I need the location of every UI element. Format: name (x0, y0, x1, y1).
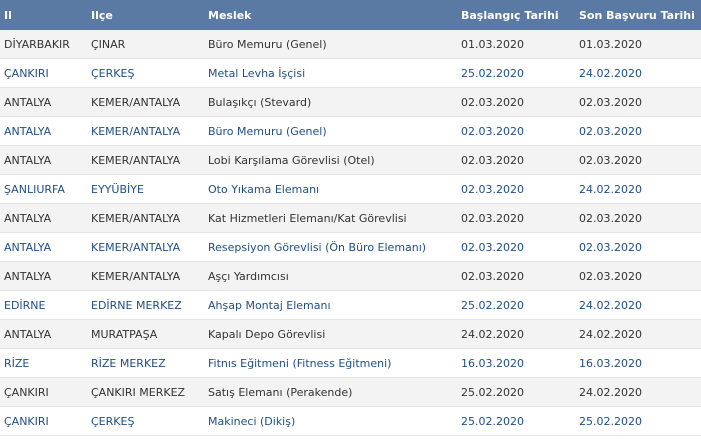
cell: Kapalı Depo Görevlisi (204, 319, 457, 349)
cell: RİZE MERKEZ (87, 348, 204, 378)
job-row[interactable]: ÇANKIRI ÇERKEŞ Metal Levha İşçisi 25.02.202… (0, 58, 701, 88)
cell: 25.02.2020 (575, 406, 701, 436)
cell: Satış Elemanı (Perakende) (204, 377, 457, 407)
job-row[interactable]: ANTALYA MURATPAŞA Kapalı Depo Görevlisi 24.… (0, 319, 701, 349)
cell: 16.03.2020 (575, 348, 701, 378)
cell: 02.03.2020 (457, 261, 575, 291)
cell: ÇANKIRI (0, 377, 87, 407)
job-row[interactable]: ANTALYA KEMER/ANTALYA Aşçı Yardımcısı 02.03… (0, 261, 701, 291)
job-row[interactable]: ÇANKIRI ÇANKIRI MERKEZ Satış Elemanı (Pera… (0, 377, 701, 407)
cell: ANTALYA (0, 116, 87, 146)
job-row[interactable]: EDİRNE EDİRNE MERKEZ Ahşap Montaj Elemanı 2… (0, 290, 701, 320)
job-row[interactable]: ANTALYA KEMER/ANTALYA Kat Hizmetleri Elema… (0, 203, 701, 233)
cell: ANTALYA (0, 232, 87, 262)
cell: ANTALYA (0, 261, 87, 291)
cell: 24.02.2020 (575, 377, 701, 407)
cell: Bulaşıkçı (Stevard) (204, 87, 457, 117)
job-row[interactable]: ANTALYA KEMER/ANTALYA Resepsiyon Görevlisi… (0, 232, 701, 262)
cell: 02.03.2020 (575, 261, 701, 291)
cell: Büro Memuru (Genel) (204, 30, 457, 59)
cell: ÇANKIRI MERKEZ (87, 377, 204, 407)
cell: DİYARBAKIR (0, 30, 87, 59)
cell: ÇANKIRI (0, 406, 87, 436)
cell: Fitnıs Eğitmeni (Fitness Eğitmeni) (204, 348, 457, 378)
cell: ÇERKEŞ (87, 58, 204, 88)
cell: RİZE (0, 348, 87, 378)
cell: 02.03.2020 (575, 116, 701, 146)
cell: MURATPAŞA (87, 319, 204, 349)
cell: 25.02.2020 (457, 58, 575, 88)
cell: ŞANLIURFA (0, 174, 87, 204)
cell: EDİRNE MERKEZ (87, 290, 204, 320)
job-row[interactable]: ANTALYA KEMER/ANTALYA Bulaşıkçı (Stevard) 0… (0, 87, 701, 117)
cell: ANTALYA (0, 145, 87, 175)
cell: 02.03.2020 (457, 174, 575, 204)
column-header[interactable]: Başlangıç Tarihi (457, 0, 575, 30)
cell: EYYÜBİYE (87, 174, 204, 204)
cell: KEMER/ANTALYA (87, 116, 204, 146)
cell: Lobi Karşılama Görevlisi (Otel) (204, 145, 457, 175)
cell: 02.03.2020 (457, 232, 575, 262)
cell: EDİRNE (0, 290, 87, 320)
cell: Aşçı Yardımcısı (204, 261, 457, 291)
cell: 02.03.2020 (575, 145, 701, 175)
cell: Büro Memuru (Genel) (204, 116, 457, 146)
column-header[interactable]: Son Başvuru Tarihi (575, 0, 701, 30)
cell: ANTALYA (0, 319, 87, 349)
cell: Resepsiyon Görevlisi (Ön Büro Elemanı) (204, 232, 457, 262)
cell: 24.02.2020 (575, 58, 701, 88)
cell: ÇINAR (87, 30, 204, 59)
cell: ÇERKEŞ (87, 406, 204, 436)
job-row[interactable]: RİZE RİZE MERKEZ Fitnıs Eğitmeni (Fitness … (0, 348, 701, 378)
table-body: DİYARBAKIR ÇINAR Büro Memuru (Genel) 01.03.… (0, 30, 701, 436)
cell: KEMER/ANTALYA (87, 232, 204, 262)
cell: 01.03.2020 (575, 30, 701, 59)
cell: 02.03.2020 (457, 145, 575, 175)
cell: KEMER/ANTALYA (87, 87, 204, 117)
cell: 25.02.2020 (457, 290, 575, 320)
cell: 16.03.2020 (457, 348, 575, 378)
cell: Kat Hizmetleri Elemanı/Kat Görevlisi (204, 203, 457, 233)
cell: KEMER/ANTALYA (87, 145, 204, 175)
cell: ÇANKIRI (0, 58, 87, 88)
column-header[interactable]: Ilçe (87, 0, 204, 30)
column-header[interactable]: Il (0, 0, 87, 30)
cell: Ahşap Montaj Elemanı (204, 290, 457, 320)
cell: Oto Yıkama Elemanı (204, 174, 457, 204)
cell: 02.03.2020 (457, 87, 575, 117)
cell: 02.03.2020 (575, 232, 701, 262)
job-row[interactable]: DİYARBAKIR ÇINAR Büro Memuru (Genel) 01.03.… (0, 30, 701, 59)
job-row[interactable]: ÇANKIRI ÇERKEŞ Makineci (Dikiş) 25.02.2020 2… (0, 406, 701, 436)
cell: 24.02.2020 (457, 319, 575, 349)
cell: 24.02.2020 (575, 319, 701, 349)
column-header[interactable]: Meslek (204, 0, 457, 30)
cell: 25.02.2020 (457, 406, 575, 436)
cell: 01.03.2020 (457, 30, 575, 59)
cell: 02.03.2020 (575, 203, 701, 233)
job-row[interactable]: ANTALYA KEMER/ANTALYA Büro Memuru (Genel) 0… (0, 116, 701, 146)
cell: Metal Levha İşçisi (204, 58, 457, 88)
cell: 02.03.2020 (575, 87, 701, 117)
header-row: Il Ilçe Meslek Başlangıç Tarihi Son Başvuru … (0, 0, 701, 30)
job-row[interactable]: ŞANLIURFA EYYÜBİYE Oto Yıkama Elemanı 02.03… (0, 174, 701, 204)
cell: 02.03.2020 (457, 203, 575, 233)
cell: 24.02.2020 (575, 174, 701, 204)
cell: ANTALYA (0, 203, 87, 233)
cell: KEMER/ANTALYA (87, 261, 204, 291)
cell: ANTALYA (0, 87, 87, 117)
cell: 25.02.2020 (457, 377, 575, 407)
cell: KEMER/ANTALYA (87, 203, 204, 233)
cell: 24.02.2020 (575, 290, 701, 320)
cell: Makineci (Dikiş) (204, 406, 457, 436)
job-row[interactable]: ANTALYA KEMER/ANTALYA Lobi Karşılama Görev… (0, 145, 701, 175)
cell: 02.03.2020 (457, 116, 575, 146)
